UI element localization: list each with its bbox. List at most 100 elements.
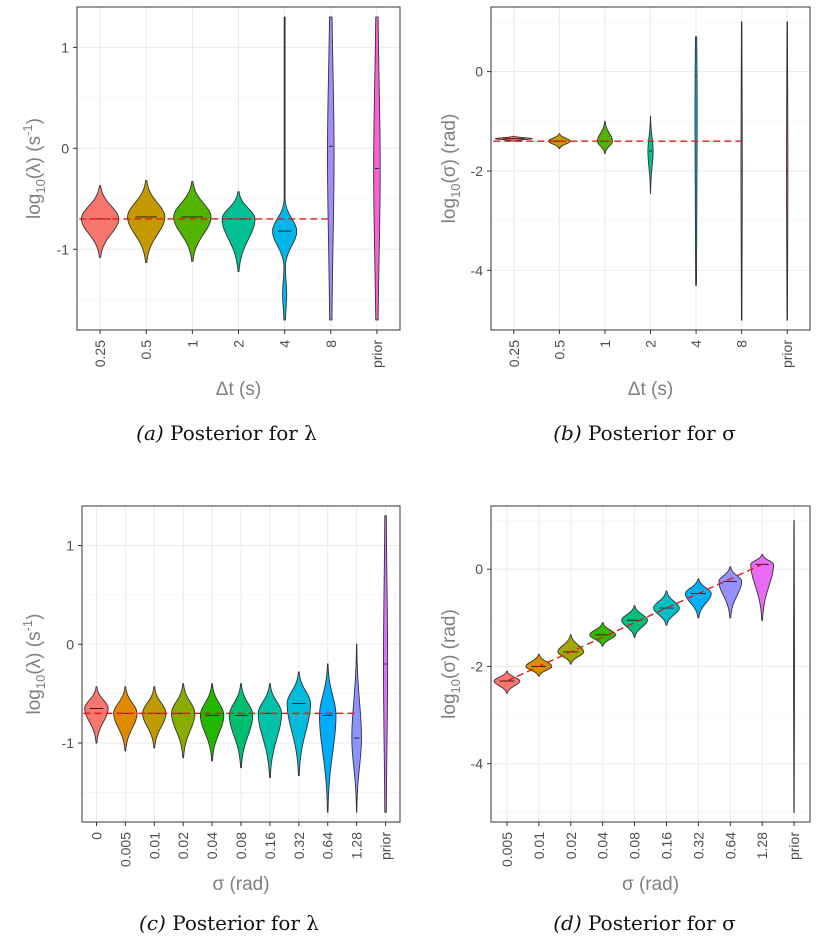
violin-body	[142, 686, 167, 749]
x-tick-label: 0.5	[138, 340, 154, 360]
panel-caption: (d) Posterior for σ	[553, 911, 736, 935]
panel-caption: (c) Posterior for λ	[139, 911, 319, 935]
x-tick-label: 0	[88, 832, 104, 840]
x-tick-label: 4	[277, 340, 293, 348]
violin-body	[589, 622, 616, 647]
x-tick-label: 0.5	[551, 340, 567, 360]
x-tick-label: 2	[231, 340, 247, 348]
y-tick-label: -1	[62, 735, 75, 751]
violin-0.64	[319, 663, 337, 813]
violin-body	[113, 686, 138, 752]
violin-body	[84, 686, 109, 744]
x-tick-label: 0.02	[563, 832, 579, 859]
violin-body	[319, 663, 337, 813]
y-tick-label: -2	[471, 658, 484, 674]
violin-body	[351, 643, 362, 813]
y-tick-label: -2	[471, 163, 484, 179]
y-axis-label: log10(λ) (s-1)	[20, 118, 48, 219]
violin-body	[272, 16, 298, 321]
x-tick-label: 0.32	[291, 832, 307, 859]
violin-body	[199, 683, 225, 762]
violin-body	[228, 683, 254, 769]
x-tick-label: 8	[323, 340, 339, 348]
violin-prior	[373, 16, 381, 321]
x-tick-label: 0.005	[117, 832, 133, 867]
violin-0.64	[718, 566, 743, 619]
y-tick-label: 0	[61, 140, 69, 156]
violin-body	[493, 670, 521, 694]
violin-body	[647, 115, 654, 194]
violin-1.28	[351, 643, 362, 813]
y-axis-label: log10(σ) (rad)	[439, 609, 463, 719]
violin-8	[327, 16, 335, 321]
x-tick-label: 2	[643, 340, 659, 348]
x-tick-label: prior	[779, 340, 795, 368]
reference-line	[506, 563, 763, 682]
violin-0.5	[127, 180, 166, 263]
x-tick-label: prior	[369, 340, 385, 368]
panel-caption: (a) Posterior for λ	[136, 421, 317, 445]
violin-body	[286, 671, 311, 777]
y-tick-label: 0	[66, 636, 74, 652]
violin-body	[621, 605, 648, 638]
x-tick-label: 0.25	[506, 340, 522, 367]
panel-b: -4 -2 0 0.25 0.5 1 2 4 8 prior Δt (s) log10(σ) (rad…	[439, 6, 811, 445]
panel-a: -1 0 1 0.25 0.5 1 2 4 8 prior Δt (s) log10(λ) (s-1)…	[20, 6, 401, 445]
violin-body	[694, 36, 698, 286]
x-tick-label: prior	[378, 832, 394, 860]
x-tick-label: 0.01	[531, 832, 547, 859]
violin-2	[647, 115, 654, 194]
x-axis-label: σ (rad)	[212, 874, 269, 895]
x-axis-label: Δt (s)	[216, 379, 261, 400]
violin-1	[173, 181, 212, 262]
x-tick-label: 0.005	[499, 832, 515, 867]
violin-body	[127, 180, 166, 263]
violin-body	[557, 634, 585, 665]
violin-body	[718, 566, 743, 619]
y-tick-label: 1	[61, 39, 69, 55]
panel-c: -1 0 1 0 0.005 0.01 0.02 0.04 0.08 0.16 0.32 0.64 1.…	[20, 505, 401, 935]
x-tick-label: 1	[597, 340, 613, 348]
x-tick-label: 1	[184, 340, 200, 348]
x-tick-label: 0.16	[262, 832, 278, 859]
y-axis-label: log10(σ) (rad)	[439, 114, 463, 224]
y-tick-label: -1	[57, 241, 70, 257]
violin-8	[740, 21, 743, 321]
violin-body	[327, 16, 335, 321]
violin-body	[171, 683, 196, 759]
violin-0.08	[228, 683, 254, 769]
y-tick-label: 0	[475, 561, 483, 577]
panel-caption: (b) Posterior for σ	[553, 421, 736, 445]
y-tick-label: 0	[475, 64, 483, 80]
x-tick-label: 0.64	[320, 832, 336, 859]
plot-frame	[490, 505, 811, 823]
x-tick-label: 0.01	[146, 832, 162, 859]
x-tick-label: 8	[734, 340, 750, 348]
violin-prior	[793, 520, 795, 813]
violin-body	[685, 578, 712, 619]
violin-prior	[786, 21, 789, 321]
x-tick-label: 0.04	[204, 832, 220, 859]
y-axis-label: log10(λ) (s-1)	[20, 614, 48, 715]
x-tick-label: 0.16	[658, 832, 674, 859]
violin-0.16	[653, 590, 680, 626]
violin-body	[525, 653, 553, 677]
violin-body	[221, 191, 256, 272]
violin-body	[173, 181, 212, 262]
violin-0	[84, 686, 109, 744]
panel-d: -4 -2 0 0.005 0.01 0.02 0.04 0.08 0.16 0.32 0.64 1.…	[439, 505, 811, 935]
violin-body	[750, 554, 774, 621]
x-axis-label: σ (rad)	[622, 874, 679, 895]
y-tick-label: -4	[471, 262, 484, 278]
violin-body	[257, 683, 283, 779]
x-tick-label: prior	[786, 832, 802, 860]
x-tick-label: 0.08	[627, 832, 643, 859]
y-tick-label: -4	[471, 756, 484, 772]
violin-0.25	[494, 135, 533, 142]
violin-body	[596, 120, 613, 155]
x-tick-label: 0.08	[233, 832, 249, 859]
x-tick-label: 1.28	[349, 832, 365, 859]
x-axis-label: Δt (s)	[628, 379, 673, 400]
violin-body	[80, 185, 120, 258]
